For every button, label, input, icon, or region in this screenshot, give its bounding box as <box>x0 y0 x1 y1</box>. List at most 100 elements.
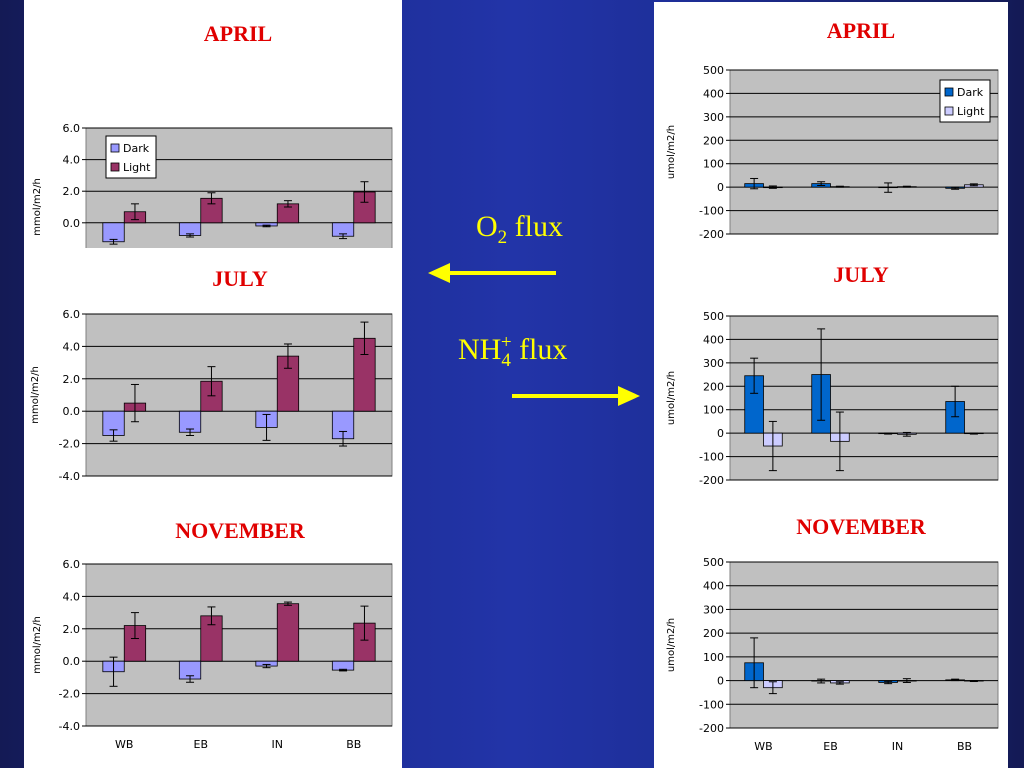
error-bar <box>817 678 826 684</box>
error-bar <box>283 601 292 606</box>
legend-label-light: Light <box>957 105 985 118</box>
error-bar <box>951 385 960 418</box>
y-tick-label: 200 <box>703 380 724 393</box>
y-tick-label: 400 <box>703 87 724 100</box>
chart-o2-july: 6.0 4.0 2.0 0.0 -2.0 -4.0 mmol/m2/h <box>30 308 393 483</box>
chart-nh4-july: 500 400 300 200 100 0 -100 -200 umol/m2/h <box>666 310 999 487</box>
bar-light <box>276 603 300 662</box>
error-bar <box>207 366 216 397</box>
legend-label-dark: Dark <box>957 86 984 99</box>
chart-o2-november: 6.0 4.0 2.0 0.0 -2.0 -4.0 mmol/m2/h WB EB IN BB <box>32 558 393 751</box>
chart-title-o2-april: APRIL <box>203 21 273 46</box>
chart-nh4-april: 500 400 300 200 100 0 -100 -200 umol/m2/h Dark Lig… <box>666 64 999 241</box>
y-tick-label: 200 <box>703 627 724 640</box>
y-tick-label: 2.0 <box>63 373 81 386</box>
error-bar <box>262 663 271 669</box>
error-bar <box>109 429 118 442</box>
error-bar <box>130 203 139 221</box>
y-axis-label: umol/m2/h <box>666 125 677 179</box>
error-bar <box>884 182 893 193</box>
y-tick-label: 0.0 <box>63 405 81 418</box>
y-tick-label: -4.0 <box>59 720 80 733</box>
chart-title-nh4-july: JULY <box>833 262 889 287</box>
x-category-label: BB <box>957 740 972 753</box>
y-axis-label: mmol/m2/h <box>32 178 43 236</box>
error-bar <box>902 185 911 188</box>
legend-swatch-dark <box>944 87 954 97</box>
o2-flux-label: O2 flux <box>476 210 563 249</box>
error-bar <box>207 192 216 205</box>
error-bar <box>109 238 118 245</box>
legend-swatch-dark <box>110 143 120 153</box>
y-axis-label: umol/m2/h <box>666 618 677 672</box>
error-bar <box>817 328 826 421</box>
y-tick-label: 0.0 <box>63 655 81 668</box>
error-bar <box>130 383 139 423</box>
x-category-label: EB <box>194 738 209 751</box>
y-tick-label: 6.0 <box>63 558 81 571</box>
error-bar <box>951 186 960 190</box>
y-tick-label: 0.0 <box>63 217 81 230</box>
y-tick-label: 0 <box>717 427 724 440</box>
y-tick-label: -2.0 <box>59 438 80 451</box>
error-bar <box>902 431 911 437</box>
left-arrow-icon <box>428 263 556 283</box>
error-bar <box>262 413 271 441</box>
error-bar <box>750 177 759 190</box>
error-bar <box>969 432 978 435</box>
y-tick-label: 100 <box>703 404 724 417</box>
plot-area <box>729 561 999 729</box>
x-category-label: EB <box>823 740 838 753</box>
x-category-label: BB <box>346 738 361 751</box>
error-bar <box>768 681 777 695</box>
error-bar <box>768 185 777 189</box>
y-tick-label: -200 <box>699 722 724 735</box>
y-tick-label: 6.0 <box>63 122 81 135</box>
chart-title-nh4-april: APRIL <box>826 18 896 43</box>
nh4-flux-label: NH4+ flux <box>458 332 567 372</box>
chart-title-nh4-november: NOVEMBER <box>796 514 926 539</box>
error-bar <box>186 233 195 238</box>
y-tick-label: 500 <box>703 556 724 569</box>
error-bar <box>130 612 139 640</box>
x-category-label: IN <box>892 740 903 753</box>
plot-area <box>729 315 999 481</box>
y-tick-label: 0 <box>717 181 724 194</box>
nh4-flux-panel: APRIL 500 400 300 200 100 0 -100 -200 umol/m2/h D… <box>654 2 1008 768</box>
error-bar <box>339 430 348 447</box>
error-bar <box>768 420 777 472</box>
error-bar <box>835 411 844 472</box>
x-category-label: WB <box>754 740 772 753</box>
y-tick-label: 400 <box>703 333 724 346</box>
y-tick-label: 500 <box>703 64 724 77</box>
o2-flux-label-subscript: 2 <box>497 227 508 248</box>
error-bar <box>207 606 216 626</box>
chart-title-o2-july: JULY <box>212 266 268 291</box>
y-tick-label: 300 <box>703 603 724 616</box>
error-bar <box>951 678 960 682</box>
y-tick-label: 400 <box>703 580 724 593</box>
error-bar <box>835 681 844 685</box>
error-bar <box>360 181 369 203</box>
y-tick-label: 4.0 <box>63 154 81 167</box>
error-bar <box>186 675 195 683</box>
y-tick-label: 500 <box>703 310 724 323</box>
y-tick-label: 4.0 <box>63 340 81 353</box>
y-tick-label: -200 <box>699 474 724 487</box>
error-bar <box>109 656 118 687</box>
y-tick-label: 300 <box>703 357 724 370</box>
y-tick-label: 200 <box>703 134 724 147</box>
legend-swatch-light <box>944 106 954 116</box>
y-tick-label: 100 <box>703 651 724 664</box>
error-bar <box>339 668 348 672</box>
chart-title-o2-november: NOVEMBER <box>175 518 305 543</box>
legend: Dark Light <box>105 135 157 179</box>
error-bar <box>750 637 759 689</box>
error-bar <box>969 680 978 683</box>
o2-flux-label-main: O <box>476 210 498 243</box>
error-bar <box>360 605 369 641</box>
nh4-flux-label-rest: flux <box>511 333 568 366</box>
nh4-flux-label-subscript: 4 <box>501 350 511 371</box>
error-bar <box>283 200 292 208</box>
